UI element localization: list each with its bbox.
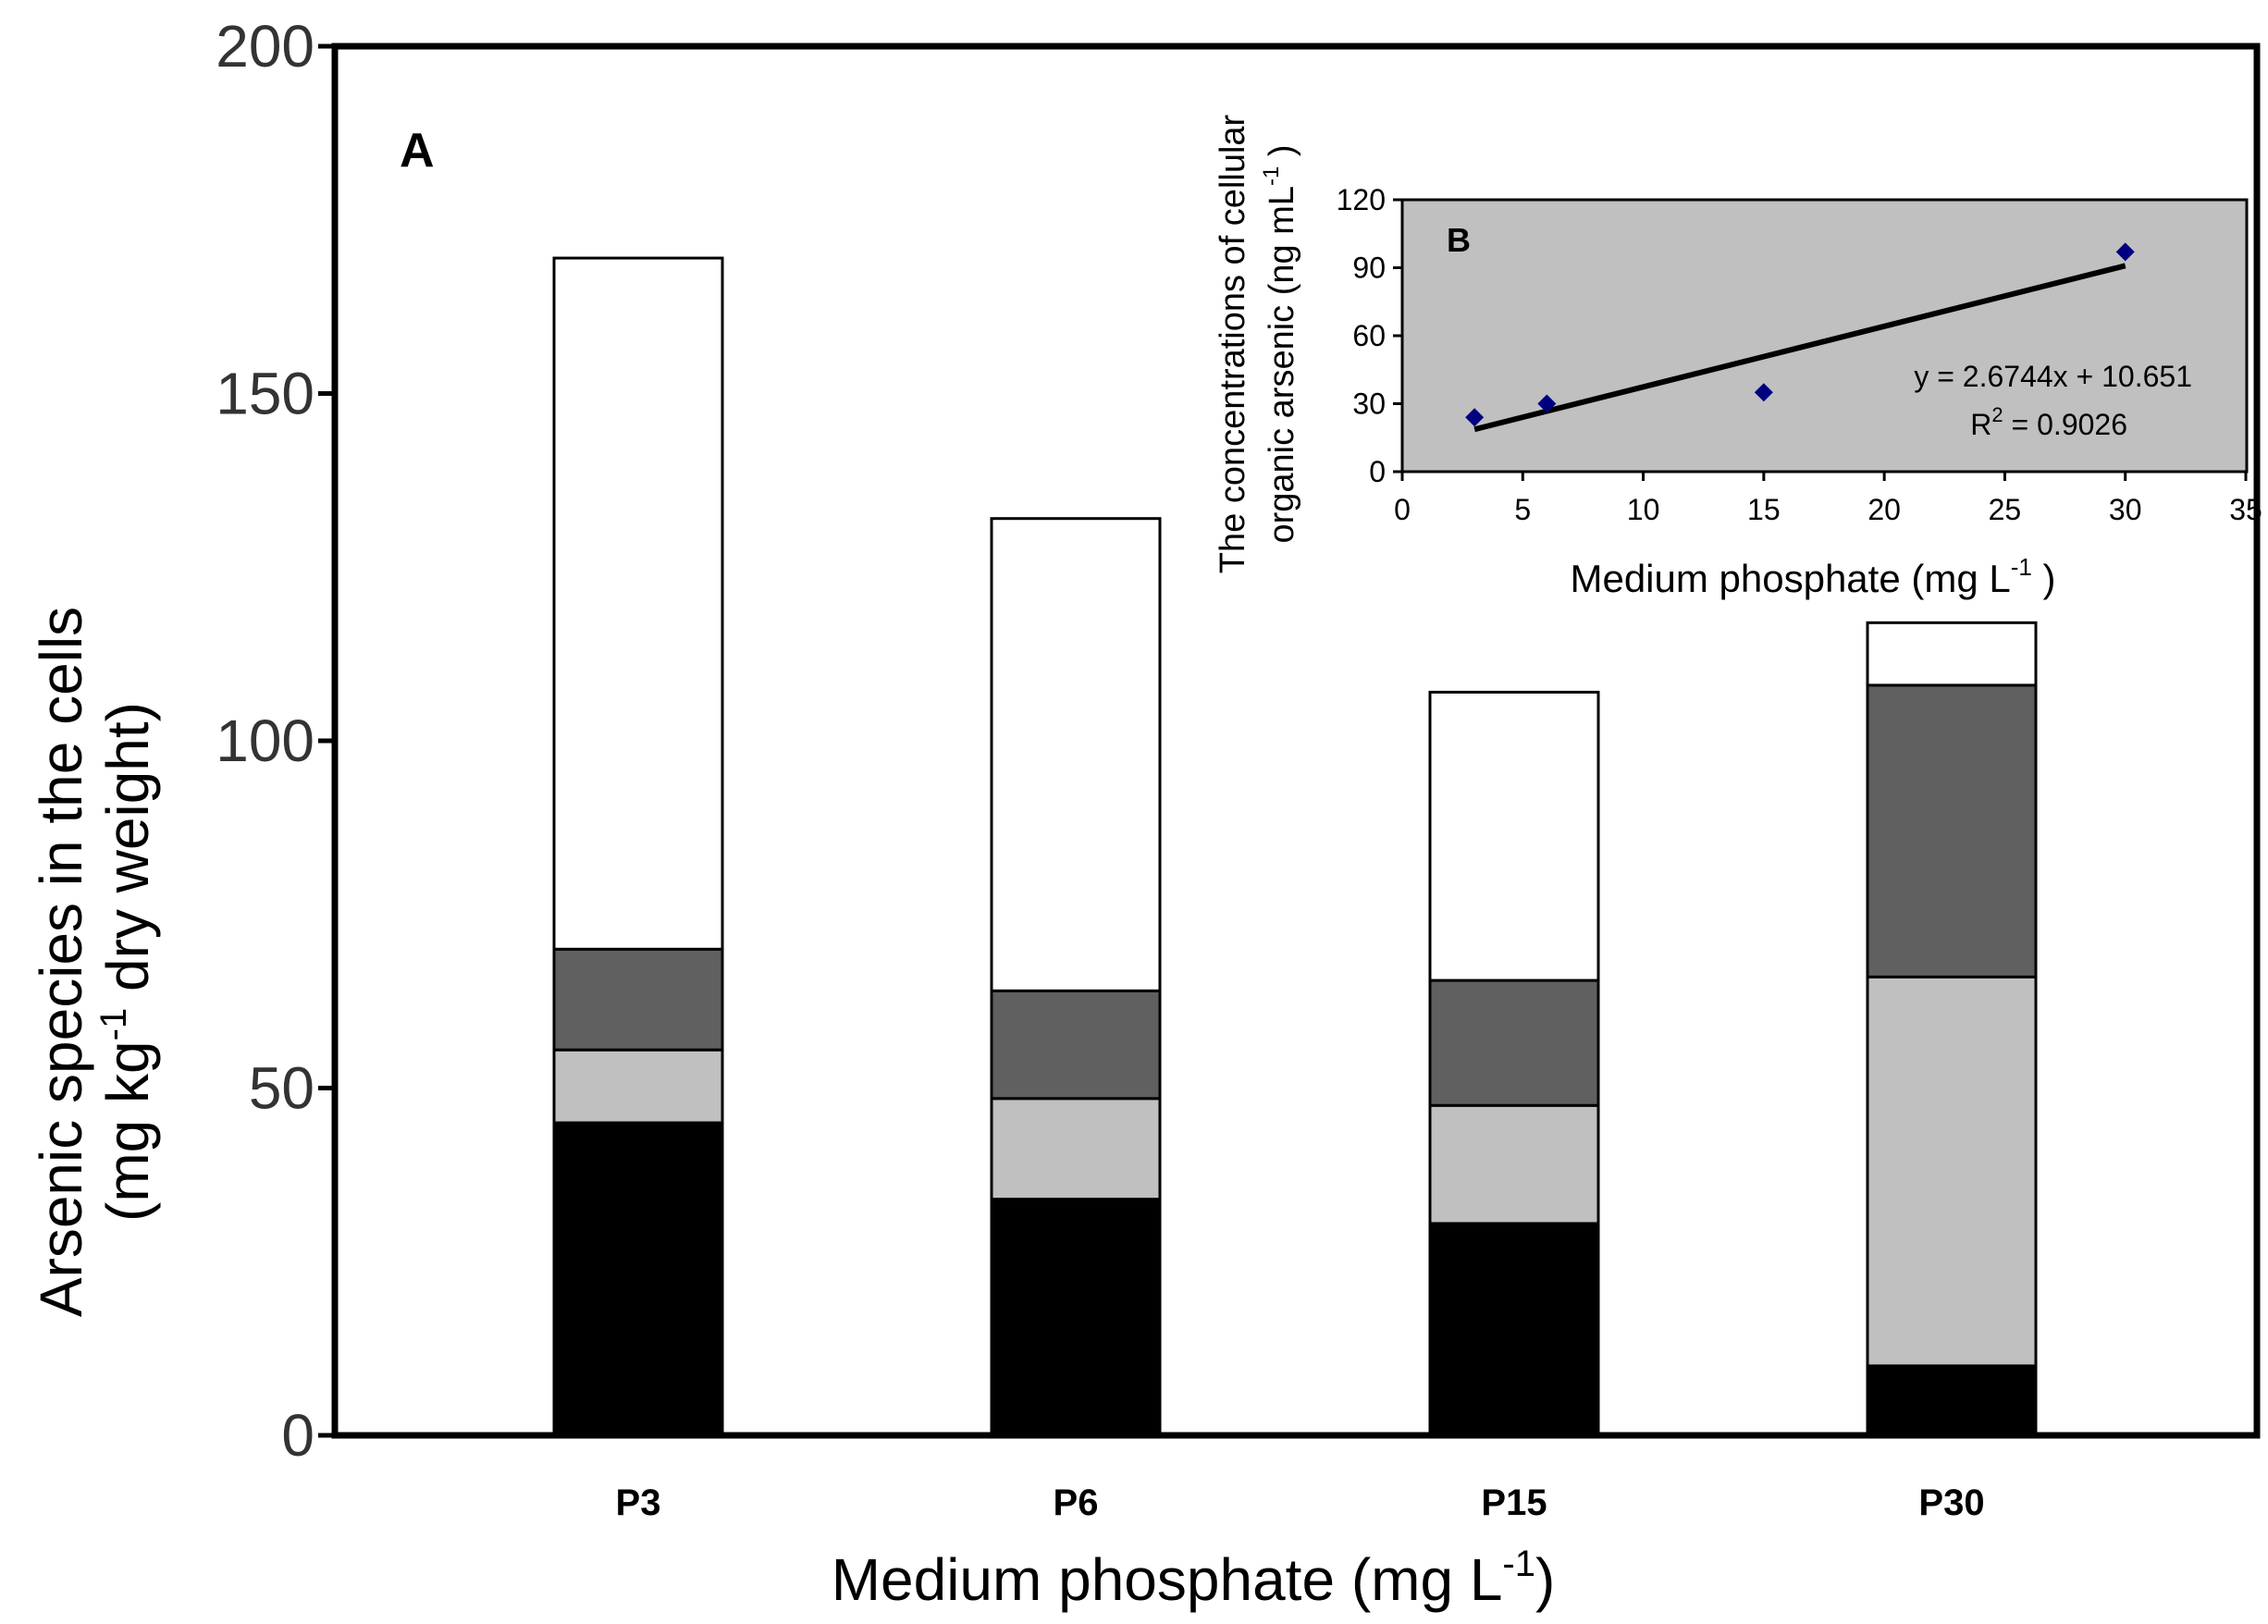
panel-b-y-axis-label-line1: The concentrations of cellular (1214, 114, 1252, 573)
b-y-tick-label-0: 0 (1369, 455, 1386, 488)
x-tick-label-P30: P30 (1918, 1483, 1984, 1523)
y-tick-label-100: 100 (216, 707, 314, 774)
bar-P15-seg-4 (1428, 690, 1600, 982)
y-tick-label-50: 50 (249, 1055, 314, 1122)
panel-b-r-squared: R2 = 0.9026 (1970, 403, 2127, 441)
b-x-tick-label-5: 5 (1514, 493, 1531, 526)
panel-b-letter: B (1447, 221, 1471, 259)
x-tick-label-P6: P6 (1054, 1483, 1099, 1523)
b-x-tick-label-25: 25 (1989, 493, 2022, 526)
panel-a-x-axis-label: Medium phosphate (mg L-1) (832, 1544, 1556, 1613)
b-x-tick-label-15: 15 (1747, 493, 1781, 526)
bar-P6-seg-4 (990, 517, 1162, 992)
panel-b-plot-area (1400, 198, 2249, 474)
panel-a-y-axis-label-line1: Arsenic species in the cells (28, 607, 94, 1317)
panel-b-points (1465, 242, 2135, 427)
bar-P6-seg-1 (990, 1198, 1162, 1437)
x-tick-label-P15: P15 (1481, 1483, 1547, 1523)
panel-a-y-axis-label-line2: (mg kg-1 dry weight) (93, 702, 161, 1222)
b-x-tick-label-35: 35 (2229, 493, 2262, 526)
bar-P30-seg-4 (1866, 621, 2038, 687)
b-y-tick-label-30: 30 (1352, 388, 1386, 421)
b-y-tick-label-90: 90 (1352, 252, 1386, 285)
b-point-30 (2115, 242, 2135, 262)
y-tick-label-200: 200 (216, 13, 314, 80)
b-point-6 (1537, 394, 1557, 413)
b-y-tick-label-60: 60 (1352, 319, 1386, 352)
bar-P3-seg-3 (552, 947, 724, 1052)
b-point-15 (1754, 383, 1773, 402)
panel-b-x-axis: 0 5 10 15 20 25 30 35 (1394, 472, 2262, 526)
y-tick-label-0: 0 (281, 1402, 314, 1469)
bar-P6-seg-3 (990, 989, 1162, 1101)
b-x-tick-label-20: 20 (1867, 493, 1901, 526)
panel-b-trendline (1473, 263, 2126, 433)
bar-P3-seg-1 (552, 1121, 724, 1437)
panel-a-y-axis: 0 50 100 150 200 (216, 13, 335, 1469)
panel-b-y-axis-label-line2: organic arsenic (ng mL-1 ) (1259, 144, 1301, 543)
y-tick-label-150: 150 (216, 361, 314, 427)
bar-P30-seg-1 (1866, 1364, 2038, 1437)
bar-P15-seg-2 (1428, 1103, 1600, 1225)
b-x-tick-label-30: 30 (2109, 493, 2142, 526)
bar-P3-seg-2 (552, 1048, 724, 1125)
b-point-3 (1465, 408, 1485, 427)
bar-P30-seg-3 (1866, 683, 2038, 978)
panel-b-scatter-inset: 0 30 60 90 120 0 5 10 15 20 25 30 35 B y = 2.6744x … (1214, 114, 2262, 600)
panel-a-bars (552, 256, 2038, 1437)
panel-b-equation: y = 2.6744x + 10.651 (1914, 360, 2192, 393)
b-x-tick-label-0: 0 (1394, 493, 1411, 526)
panel-a-x-axis: P3 P6 P15 P30 (616, 1483, 1985, 1523)
bar-P3-seg-4 (552, 256, 724, 951)
bar-P15-seg-1 (1428, 1222, 1600, 1437)
panel-b-y-axis: 0 30 60 90 120 (1337, 183, 1402, 488)
panel-a-letter: A (400, 124, 435, 178)
b-x-tick-label-10: 10 (1627, 493, 1660, 526)
panel-b-x-axis-label: Medium phosphate (mg L-1 ) (1570, 553, 2055, 600)
bar-P15-seg-3 (1428, 978, 1600, 1107)
bar-P6-seg-2 (990, 1097, 1162, 1201)
x-tick-label-P3: P3 (616, 1483, 661, 1523)
bar-P30-seg-2 (1866, 975, 2038, 1368)
b-y-tick-label-120: 120 (1337, 183, 1386, 216)
